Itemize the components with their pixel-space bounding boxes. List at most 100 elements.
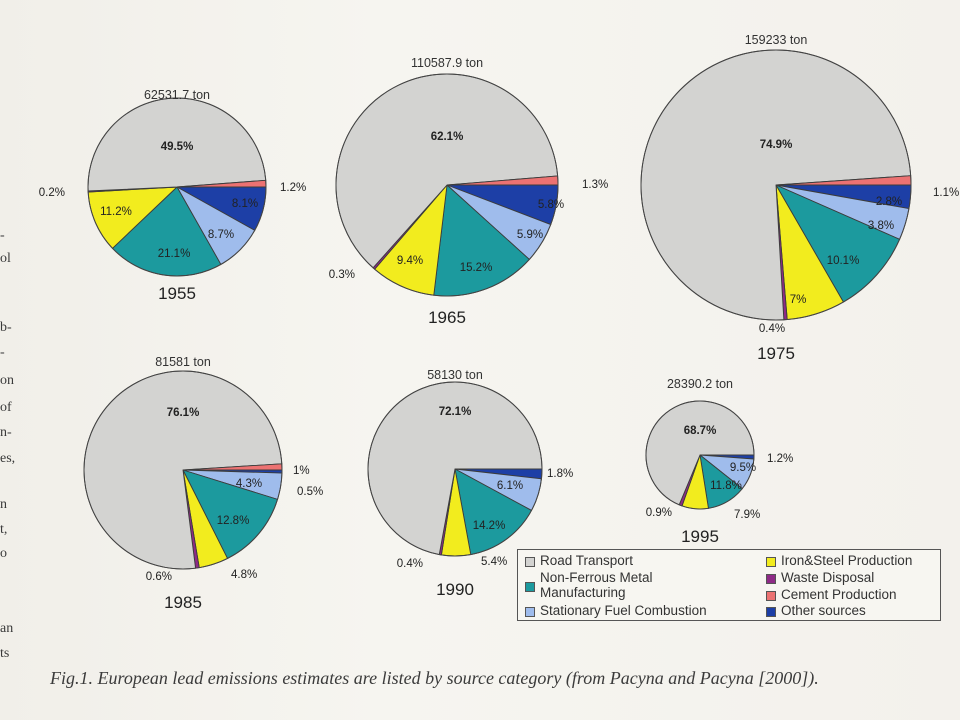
pie-total-label: 81581 ton [155,355,211,369]
pie-year-label: 1965 [428,308,466,327]
pie-value-label-other-sources: 0.5% [297,486,323,498]
pie-outline [87,97,267,277]
margin-text-fragment: - [0,345,5,360]
pie-value-label-non-ferrous-metal-manufacturing: 10.1% [827,255,860,267]
margin-text-fragment: n [0,497,7,512]
legend-item-waste-disposal: Waste Disposal [766,570,874,585]
pie-value-label-other-sources: 1.8% [547,468,573,480]
legend-label: Iron&Steel Production [781,553,913,568]
legend-item-iron-steel: Iron&Steel Production [766,553,912,568]
legend-swatch [766,574,776,584]
pie-value-label-road-transport: 72.1% [439,406,472,418]
pie-year-label: 1975 [757,344,795,363]
legend-label: Other sources [781,603,866,618]
pie-value-label-waste-disposal: 0.4% [397,558,423,570]
pie-value-label-waste-disposal: 0.9% [646,507,672,519]
legend-item-stationary-fuel: Stationary Fuel Combustion [525,603,707,618]
pie-outline [367,381,543,557]
margin-text-fragment: n- [0,425,12,440]
pie-outline [335,73,559,297]
margin-text-fragment: o [0,546,7,561]
pie-chart-1965: 110587.9 ton 1965 62.1% 5.8% 5.9% 15.2% 9.4% 0.… [329,56,608,327]
pie-value-label-stationary-fuel-combustion: 3.8% [868,220,894,232]
legend-label: Waste Disposal [781,570,875,585]
pie-value-label-iron-steel-production: 7.9% [734,509,760,521]
margin-text-fragment: an [0,621,14,636]
legend-label: Stationary Fuel Combustion [540,603,707,618]
pie-year-label: 1985 [164,593,202,612]
pie-value-label-non-ferrous-metal-manufacturing: 12.8% [217,515,250,527]
pie-value-label-road-transport: 62.1% [431,131,464,143]
pie-value-label-waste-disposal: 0.6% [146,571,172,583]
pie-value-label-waste-disposal: 0.2% [39,187,65,199]
pie-value-label-road-transport: 76.1% [167,407,200,419]
legend-label: Road Transport [540,553,634,568]
pie-year-label: 1955 [158,284,196,303]
margin-text-fragment: t, [0,522,8,537]
pie-value-label-iron-steel-production: 4.8% [231,569,257,581]
legend-swatch [525,557,535,567]
pie-value-label-other-sources: 8.1% [232,198,258,210]
legend-item-road-transport: Road Transport [525,553,633,568]
pie-value-label-other-sources: 2.8% [876,196,902,208]
pie-chart-1990: 58130 ton 1990 72.1% 1.8% 6.1% 14.2% 5.4% 0.4% [367,368,573,599]
legend-item-non-ferrous: Non-Ferrous Metal Manufacturing [525,570,725,600]
figure-caption: Fig.1. European lead emissions estimates… [50,668,819,688]
legend-swatch [525,607,535,617]
pie-value-label-road-transport: 68.7% [684,425,717,437]
pie-value-label-iron-steel-production: 7% [790,294,807,306]
legend-swatch [766,557,776,567]
chart-legend: Road Transport Non-Ferrous Metal Manufac… [517,549,941,621]
pie-value-label-other-sources: 5.8% [538,199,564,211]
pie-value-label-non-ferrous-metal-manufacturing: 15.2% [460,262,493,274]
pie-value-label-stationary-fuel-combustion: 9.5% [730,462,756,474]
pie-value-label-non-ferrous-metal-manufacturing: 21.1% [158,248,191,260]
pie-total-label: 28390.2 ton [667,377,733,391]
pie-year-label: 1990 [436,580,474,599]
pie-chart-1985: 81581 ton 1985 76.1% 0.5% 4.3% 12.8% 4.8% 0.6% 1… [83,355,323,612]
pie-chart-1955: 62531.7 ton 1955 49.5% 8.1% 8.7% 21.1% 11.2% 0.… [39,88,306,303]
margin-text-fragment: on [0,373,14,388]
legend-label: Cement Production [781,587,897,602]
legend-item-other-sources: Other sources [766,603,866,618]
pie-value-label-non-ferrous-metal-manufacturing: 14.2% [473,520,506,532]
pie-chart-1975: 159233 ton 1975 74.9% 2.8% 3.8% 10.1% 7% 0.4% 1.… [640,33,959,363]
legend-swatch [766,591,776,601]
pie-value-label-stationary-fuel-combustion: 5.9% [517,229,543,241]
pie-value-label-stationary-fuel-combustion: 4.3% [236,478,262,490]
margin-text-fragment: - [0,228,5,243]
margin-text-fragment: ts [0,646,10,661]
margin-text-fragment: b- [0,320,12,335]
pie-year-label: 1995 [681,527,719,546]
pie-value-label-iron-steel-production: 11.2% [100,206,132,218]
pie-value-label-cement-production: 1% [293,465,310,477]
margin-text-fragment: es, [0,451,16,466]
pie-total-label: 159233 ton [745,33,808,47]
pie-chart-1995: 28390.2 ton 1995 68.7% 1.2% 9.5% 11.8% 7.9% 0.9… [645,377,793,546]
pie-total-label: 110587.9 ton [411,56,483,70]
pie-total-label: 58130 ton [427,368,483,382]
legend-swatch [525,582,535,592]
pie-value-label-stationary-fuel-combustion: 8.7% [208,229,234,241]
pie-value-label-cement-production: 1.1% [933,187,959,199]
pie-value-label-stationary-fuel-combustion: 6.1% [497,480,523,492]
legend-item-cement-production: Cement Production [766,587,897,602]
legend-label: Non-Ferrous Metal Manufacturing [540,570,653,600]
pie-value-label-iron-steel-production: 5.4% [481,556,507,568]
pie-outline [640,49,912,321]
pie-value-label-cement-production: 1.3% [582,179,608,191]
pie-value-label-road-transport: 49.5% [161,141,194,153]
pie-charts-figure: 62531.7 ton 1955 49.5% 8.1% 8.7% 21.1% 11.2% 0.… [39,33,959,612]
pie-value-label-other-sources: 1.2% [767,453,793,465]
legend-swatch [766,607,776,617]
pie-value-label-waste-disposal: 0.3% [329,269,355,281]
margin-text-fragment: ol [0,251,11,266]
pie-value-label-cement-production: 1.2% [280,182,306,194]
pie-total-label: 62531.7 ton [144,88,210,102]
pie-value-label-waste-disposal: 0.4% [759,323,785,335]
pie-value-label-road-transport: 74.9% [760,139,793,151]
pie-value-label-iron-steel-production: 9.4% [397,255,423,267]
pie-value-label-non-ferrous-metal-manufacturing: 11.8% [710,480,742,492]
margin-text-fragment: of [0,400,12,415]
